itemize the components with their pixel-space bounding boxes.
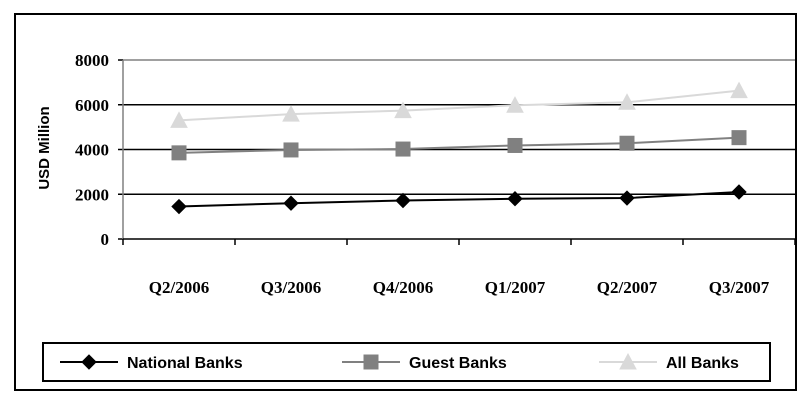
legend-label: National Banks [127,355,243,372]
data-point [507,191,523,207]
y-tick-label: 0 [101,230,110,249]
plot-area: 0 2000 4000 6000 8000 Q2/2006 Q3/2006 Q4/2006 Q1… [75,51,796,297]
data-point [395,141,411,157]
series-line [178,191,740,208]
data-point [283,142,299,158]
x-tick-label: Q2/2007 [597,278,658,297]
data-point [170,111,188,128]
data-point [394,101,412,119]
data-point [618,93,636,110]
data-point [619,135,635,151]
data-point [506,96,524,113]
data-point [171,198,187,215]
data-point [731,130,747,146]
legend: National Banks Guest Banks All Banks [42,342,771,382]
legend-marker [363,354,379,370]
y-tick-label: 6000 [75,96,109,115]
x-tick-label: Q4/2006 [373,278,433,297]
data-point [730,81,748,99]
y-axis-label: USD Million [36,106,53,189]
y-tick-label: 2000 [75,185,109,204]
x-tick-label: Q1/2007 [485,278,546,297]
data-point [283,195,299,211]
legend-label: All Banks [666,355,739,372]
data-point [619,190,635,206]
y-tick-label: 4000 [75,141,109,160]
series-line [178,89,740,122]
data-point [171,145,187,161]
legend-label: Guest Banks [409,355,507,372]
series-line [178,136,740,154]
legend-marker [81,354,97,370]
data-point [731,184,747,200]
x-tick-label: Q3/2007 [709,278,770,297]
legend-marker [619,352,637,370]
data-point [507,137,523,153]
data-point [282,105,300,122]
x-tick-label: Q2/2006 [149,278,209,297]
data-point [395,192,411,209]
x-tick-label: Q3/2006 [261,278,321,297]
y-tick-label: 8000 [75,51,109,70]
